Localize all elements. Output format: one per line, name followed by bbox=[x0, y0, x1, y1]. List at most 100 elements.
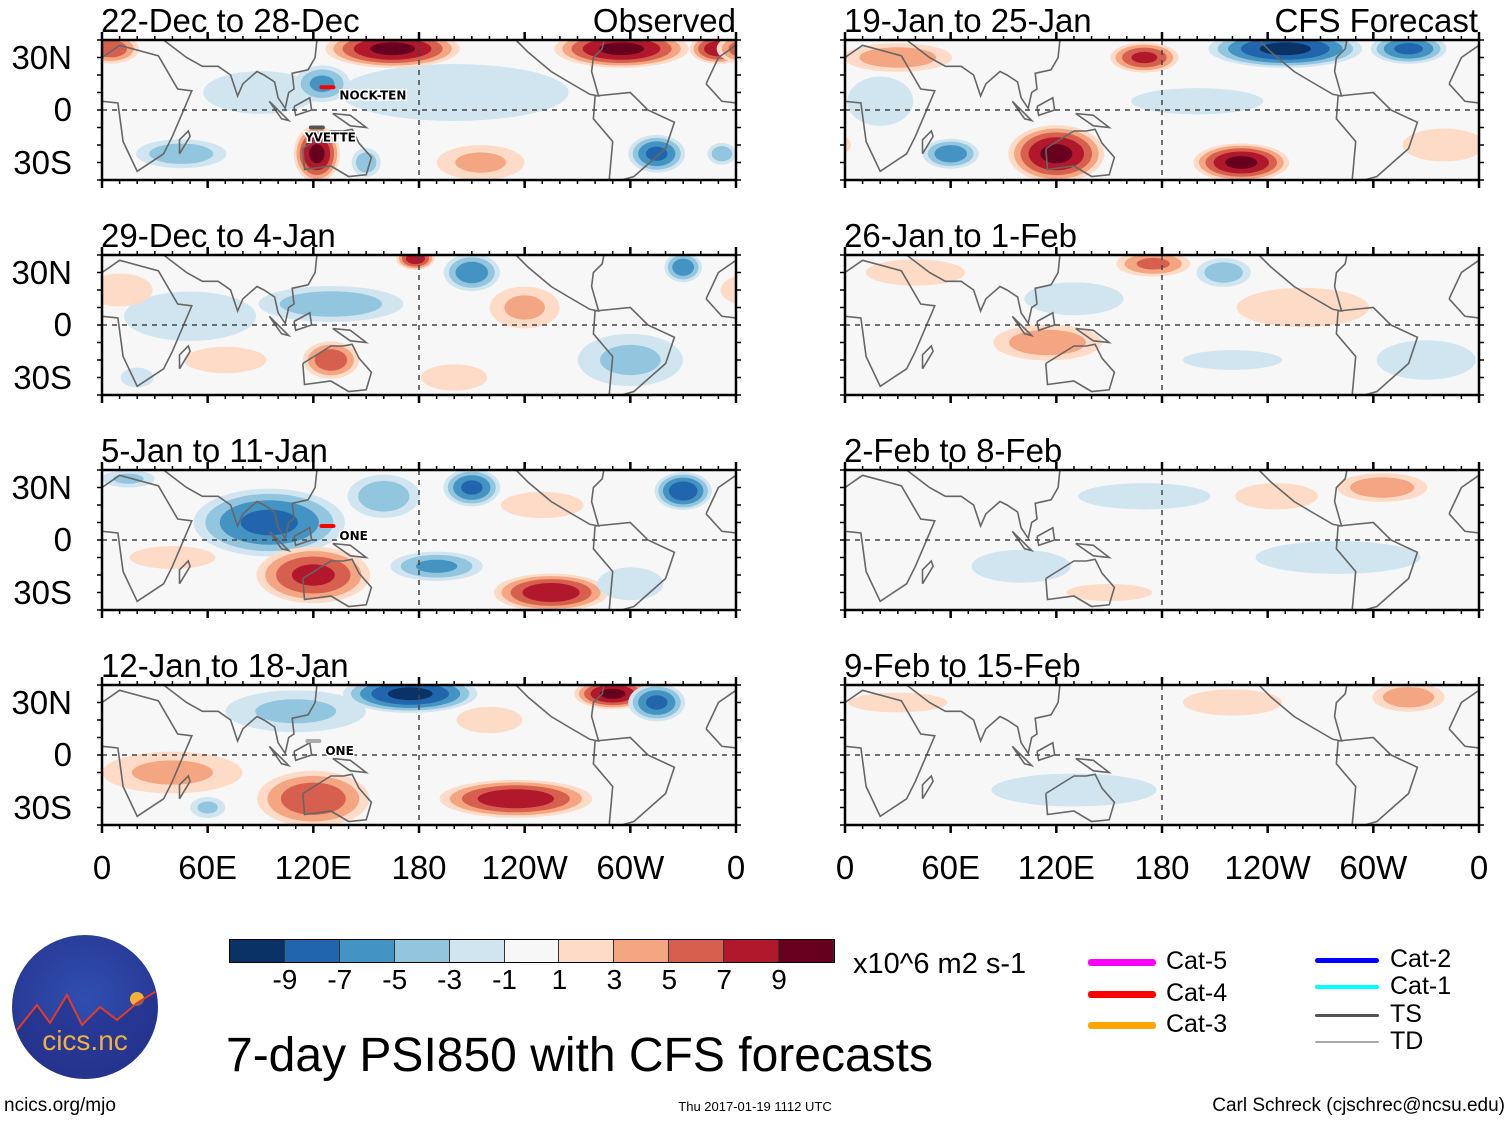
anomaly-contour bbox=[991, 773, 1157, 807]
legend-line-cat-5 bbox=[1088, 958, 1156, 966]
legend-label: TD bbox=[1390, 1027, 1424, 1055]
map-panel bbox=[840, 462, 1484, 618]
anomaly-contour bbox=[183, 346, 267, 374]
anomaly-contour bbox=[203, 71, 318, 114]
anomaly-contour bbox=[131, 760, 213, 785]
legend-label: Cat-3 bbox=[1166, 1010, 1228, 1038]
anomaly-contour bbox=[421, 364, 488, 391]
anomaly-contour bbox=[102, 273, 153, 307]
coastline bbox=[921, 344, 934, 370]
coastline bbox=[1045, 558, 1116, 608]
anomaly-contour bbox=[149, 143, 214, 164]
anomaly-contour bbox=[848, 692, 948, 713]
anomaly-contour bbox=[415, 559, 458, 573]
coastline bbox=[906, 469, 1061, 541]
coastline bbox=[1036, 741, 1056, 762]
x-tick-label: 120W bbox=[481, 849, 568, 886]
coastline bbox=[332, 542, 369, 559]
coastline bbox=[921, 129, 934, 155]
anomaly-contour bbox=[1382, 687, 1435, 708]
anomaly-contour bbox=[859, 47, 937, 68]
anomaly-contour bbox=[279, 291, 383, 317]
coastline bbox=[1335, 306, 1419, 396]
legend-line-cat-3 bbox=[1088, 1021, 1156, 1029]
coastline bbox=[1075, 327, 1112, 344]
anomaly-contour bbox=[129, 546, 216, 569]
coastline bbox=[592, 91, 676, 181]
panel-title: 9-Feb to 15-Feb bbox=[844, 647, 1081, 684]
anomaly-contour bbox=[387, 687, 433, 701]
logo-text: cics.nc bbox=[42, 1025, 128, 1056]
colorbar bbox=[229, 939, 835, 963]
coastline bbox=[1045, 773, 1116, 823]
site-link[interactable]: ncics.org/mjo bbox=[4, 1095, 116, 1116]
colorbar-swatch bbox=[394, 940, 450, 962]
coastline bbox=[1075, 542, 1112, 559]
anomaly-contour bbox=[314, 349, 348, 371]
storm-label: NOCK-TEN bbox=[339, 88, 406, 102]
figure-title: 7-day PSI850 with CFS forecasts bbox=[226, 1029, 933, 1082]
anomaly-contour bbox=[672, 258, 694, 276]
legend-label: Cat-1 bbox=[1390, 972, 1452, 1000]
panel-title: 5-Jan to 11-Jan bbox=[101, 432, 328, 469]
anomaly-contour bbox=[456, 706, 523, 734]
coastline bbox=[332, 757, 369, 774]
colorbar-tick-label: -7 bbox=[327, 964, 353, 995]
panel-title: 22-Dec to 28-Dec bbox=[101, 2, 360, 39]
storm-label: YVETTE bbox=[304, 131, 356, 145]
x-tick-label: 180 bbox=[1134, 849, 1190, 886]
anomaly-contour bbox=[280, 782, 346, 815]
anomaly-contour bbox=[1066, 584, 1153, 601]
coastline bbox=[101, 44, 193, 173]
legend-line-cat-4 bbox=[1088, 990, 1156, 998]
panel-title: 26-Jan to 1-Feb bbox=[844, 217, 1077, 254]
anomaly-contour bbox=[599, 42, 644, 56]
anomaly-contour bbox=[597, 567, 664, 601]
coastline bbox=[163, 39, 318, 111]
map-panel bbox=[97, 247, 741, 403]
column-label-observed: Observed bbox=[592, 2, 736, 39]
anomaly-contour bbox=[1350, 477, 1415, 498]
y-tick-label: 30S bbox=[13, 358, 72, 396]
coastline bbox=[592, 736, 676, 826]
coastline bbox=[1335, 91, 1419, 181]
anomaly-contour bbox=[1225, 156, 1258, 169]
anomaly-contour bbox=[1009, 329, 1086, 356]
anomaly-contour bbox=[971, 549, 1071, 583]
coastline bbox=[1258, 39, 1348, 98]
y-tick-label: 30S bbox=[13, 143, 72, 181]
anomaly-contour bbox=[522, 583, 580, 602]
anomaly-contour bbox=[1204, 262, 1243, 283]
coastline bbox=[921, 774, 934, 800]
storm-label: ONE bbox=[339, 529, 367, 543]
anomaly-contour bbox=[1182, 350, 1283, 370]
coastline bbox=[332, 112, 369, 129]
anomaly-contour bbox=[1394, 43, 1423, 55]
anomaly-contour bbox=[500, 491, 584, 519]
units-label: x10^6 m2 s-1 bbox=[853, 948, 1027, 980]
anomaly-contour bbox=[1182, 689, 1283, 716]
anomaly-contour bbox=[113, 473, 144, 484]
x-tick-label: 120E bbox=[1017, 849, 1095, 886]
coastline bbox=[1258, 684, 1348, 743]
colorbar-swatch bbox=[724, 940, 780, 962]
coastline bbox=[844, 259, 936, 388]
anomaly-contour bbox=[1078, 483, 1211, 510]
coastline bbox=[178, 559, 191, 585]
anomaly-contour bbox=[1402, 128, 1479, 162]
coastline bbox=[515, 469, 605, 528]
panel-title: 12-Jan to 18-Jan bbox=[101, 647, 349, 684]
anomaly-contour bbox=[1136, 258, 1170, 270]
coastline bbox=[515, 254, 605, 313]
panel-title: 19-Jan to 25-Jan bbox=[844, 2, 1092, 39]
legend-line-cat-2 bbox=[1315, 957, 1379, 963]
coastline bbox=[293, 96, 313, 117]
anomaly-contour bbox=[120, 367, 154, 388]
y-tick-label: 0 bbox=[53, 521, 72, 558]
coastline bbox=[163, 684, 318, 756]
coastline bbox=[592, 521, 676, 611]
anomaly-contour bbox=[934, 145, 967, 163]
y-tick-label: 30N bbox=[11, 683, 72, 721]
y-tick-label: 0 bbox=[53, 736, 72, 773]
legend-line-td bbox=[1315, 1041, 1379, 1043]
